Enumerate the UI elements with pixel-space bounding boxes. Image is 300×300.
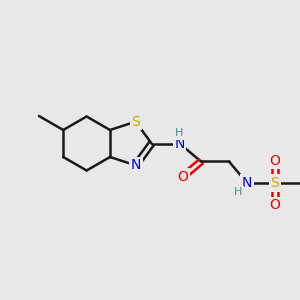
Text: O: O bbox=[270, 198, 280, 212]
Text: N: N bbox=[130, 158, 141, 172]
Text: S: S bbox=[131, 115, 140, 129]
Text: N: N bbox=[242, 176, 252, 190]
Text: N: N bbox=[174, 136, 185, 151]
Text: O: O bbox=[270, 154, 280, 167]
Text: H: H bbox=[176, 128, 184, 139]
Text: O: O bbox=[177, 170, 188, 184]
Text: S: S bbox=[271, 176, 279, 190]
Text: H: H bbox=[234, 187, 242, 197]
